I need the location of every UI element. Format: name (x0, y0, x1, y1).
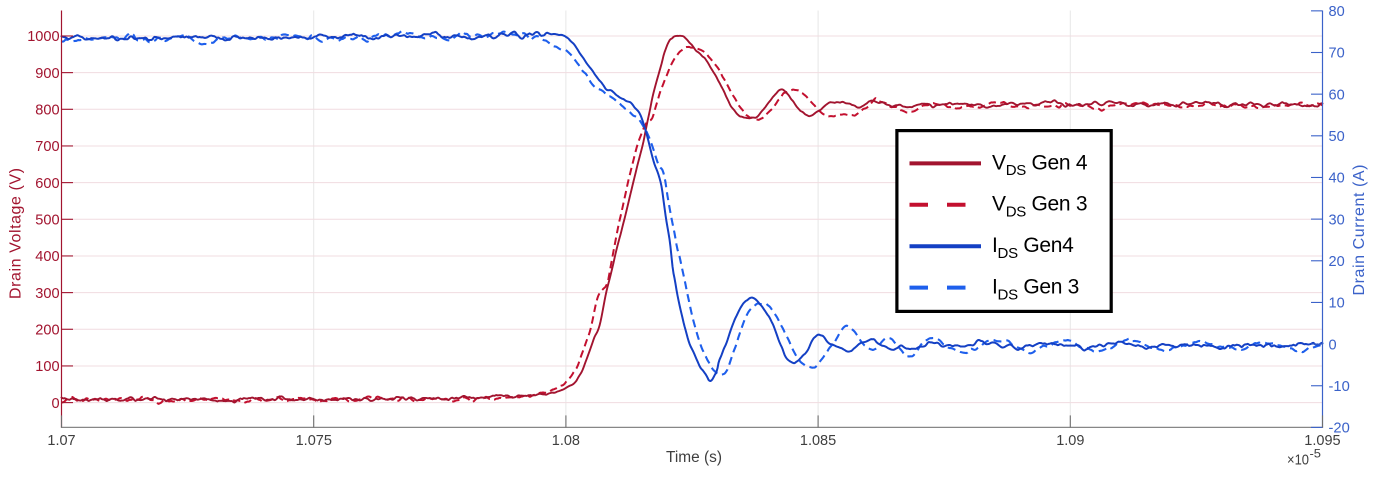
svg-text:60: 60 (1329, 86, 1345, 103)
svg-text:-20: -20 (1329, 420, 1350, 437)
svg-text:-5: -5 (1310, 449, 1322, 461)
svg-text:500: 500 (35, 211, 59, 228)
svg-text:80: 80 (1329, 3, 1345, 20)
svg-text:0: 0 (1329, 336, 1337, 353)
svg-text:800: 800 (35, 102, 59, 119)
svg-text:700: 700 (35, 138, 59, 155)
svg-text:-10: -10 (1329, 378, 1350, 395)
svg-text:600: 600 (35, 175, 59, 192)
svg-text:100: 100 (35, 358, 59, 375)
svg-text:0: 0 (52, 395, 60, 412)
svg-text:400: 400 (35, 248, 59, 265)
svg-text:1000: 1000 (27, 28, 59, 45)
svg-text:10: 10 (1329, 295, 1345, 312)
svg-text:Time (s): Time (s) (666, 449, 722, 466)
svg-text:1.08: 1.08 (552, 432, 580, 449)
svg-text:1.09: 1.09 (1056, 432, 1084, 449)
svg-text:×10: ×10 (1287, 452, 1309, 469)
svg-text:200: 200 (35, 321, 59, 338)
svg-text:50: 50 (1329, 128, 1345, 145)
svg-text:1.075: 1.075 (296, 432, 332, 449)
svg-text:Drain Current (A): Drain Current (A) (1351, 165, 1368, 296)
svg-text:1.085: 1.085 (800, 432, 836, 449)
svg-text:900: 900 (35, 65, 59, 82)
svg-text:1.095: 1.095 (1304, 432, 1340, 449)
svg-text:Drain Voltage (V): Drain Voltage (V) (8, 168, 25, 299)
svg-text:1.07: 1.07 (47, 432, 75, 449)
svg-text:70: 70 (1329, 45, 1345, 62)
svg-text:40: 40 (1329, 170, 1345, 187)
svg-text:20: 20 (1329, 253, 1345, 270)
svg-text:30: 30 (1329, 211, 1345, 228)
svg-text:300: 300 (35, 285, 59, 302)
